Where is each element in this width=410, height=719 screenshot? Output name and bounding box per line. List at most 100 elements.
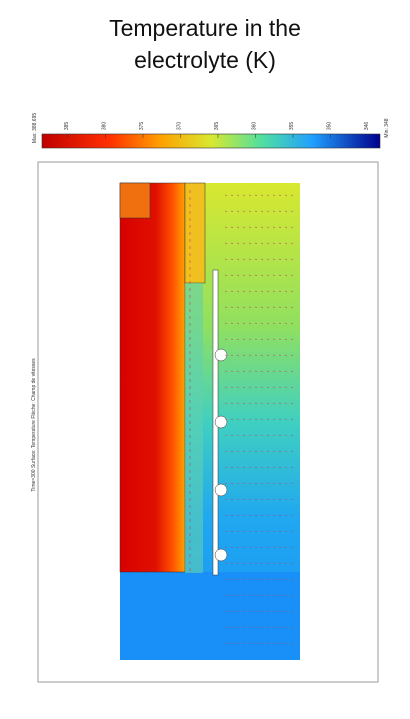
arrow [266,482,270,484]
arrow [254,642,258,644]
arrow [290,370,294,372]
arrow [236,466,240,468]
arrow [224,242,228,244]
arrow [236,290,240,292]
arrow [248,594,252,596]
colorbar-tick-label: 370 [177,122,183,131]
arrow [284,402,288,404]
arrow [260,338,264,340]
arrow [278,434,282,436]
arrow [272,546,276,548]
arrow [254,450,258,452]
arrow [236,482,240,484]
arrow [260,306,264,308]
arrow [230,322,234,324]
arrow [248,354,252,356]
arrow [284,290,288,292]
arrow [248,642,252,644]
arrow [248,322,252,324]
colorbar-min: Min: 348 [384,118,390,137]
arrow [230,498,234,500]
arrow [260,450,264,452]
arrow [254,434,258,436]
arrow [248,306,252,308]
arrow [230,626,234,628]
arrow [266,626,270,628]
arrow [278,530,282,532]
arrow [224,386,228,388]
arrow [242,498,246,500]
arrow [254,242,258,244]
arrow [230,450,234,452]
arrow [272,402,276,404]
arrow [260,482,264,484]
arrow [284,418,288,420]
arrow [248,466,252,468]
arrow [230,546,234,548]
arrow [230,306,234,308]
arrow [278,274,282,276]
arrow [272,594,276,596]
arrow [284,578,288,580]
arrow [248,386,252,388]
arrow [284,546,288,548]
fluid-bottom [120,572,300,660]
arrow [290,242,294,244]
arrow [290,306,294,308]
arrow [260,354,264,356]
arrow [266,274,270,276]
arrow [242,482,246,484]
arrow [254,578,258,580]
arrow [242,578,246,580]
arrow [278,482,282,484]
arrow [266,402,270,404]
arrow [248,210,252,212]
arrow [242,306,246,308]
colorbar [41,133,381,149]
arrow [284,338,288,340]
arrow [266,546,270,548]
arrow [224,338,228,340]
arrow [248,226,252,228]
arrow [266,354,270,356]
arrow [260,514,264,516]
arrow [248,578,252,580]
arrow [236,242,240,244]
arrow [254,258,258,260]
arrow [260,290,264,292]
arrow [278,194,282,196]
arrow [266,642,270,644]
arrow [278,418,282,420]
arrow [290,530,294,532]
arrow [278,498,282,500]
arrow [242,322,246,324]
arrow [254,274,258,276]
title-line: Temperature in the [109,15,301,41]
arrow [236,562,240,564]
arrow [242,610,246,612]
arrow [260,642,264,644]
arrow [290,210,294,212]
electrode-top [119,182,151,219]
electrode [119,182,186,573]
arrow [284,274,288,276]
arrow [284,194,288,196]
boundary-layer [185,283,203,573]
arrow [236,210,240,212]
arrow [242,242,246,244]
arrow [278,578,282,580]
arrow [278,594,282,596]
colorbar-tick-label: 355 [289,122,295,131]
arrow [266,370,270,372]
arrow [242,274,246,276]
arrow [224,210,228,212]
arrow [230,434,234,436]
arrow [278,466,282,468]
colorbar-tick-label: 346 [364,122,370,131]
arrow [278,210,282,212]
arrow [230,418,234,420]
arrow [242,594,246,596]
arrow [272,466,276,468]
arrow [290,386,294,388]
arrow [224,322,228,324]
